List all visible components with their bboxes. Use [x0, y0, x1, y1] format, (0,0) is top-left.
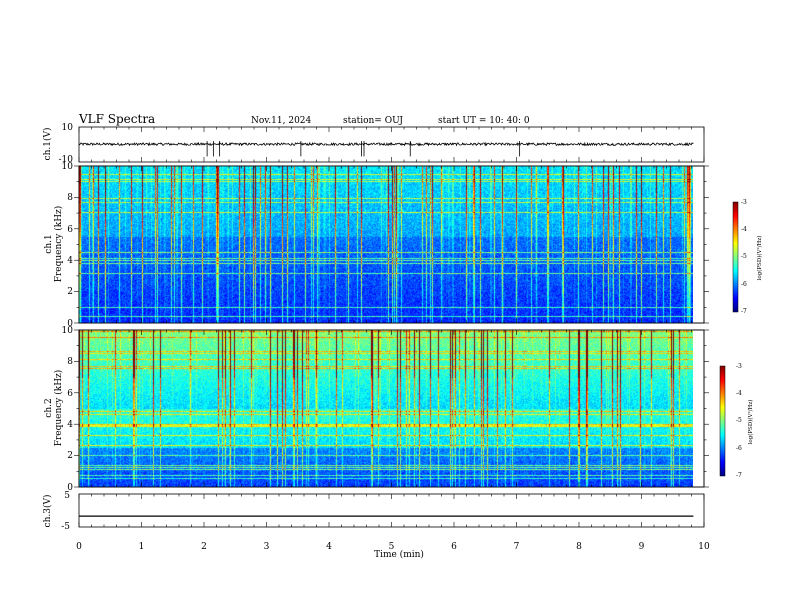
- ch1-waveform-ylabel: ch.1(V): [42, 128, 53, 161]
- ch1-colorbar-tick-m3: -3: [741, 199, 747, 206]
- ch2-colorbar-label: log(PSD)(V²/Hz): [747, 400, 754, 445]
- x-tick-label: 4: [326, 542, 332, 552]
- ch1-waveform-ticks: [78, 127, 705, 162]
- ch1-ytick-bottom: -10: [59, 155, 74, 165]
- ch2-colorbar-tick-m7: -7: [736, 472, 742, 479]
- station-label: station= OUJ: [343, 116, 403, 126]
- ch1-colorbar-tick-m7: -7: [741, 308, 747, 315]
- x-tick-label: 3: [264, 542, 270, 552]
- ch1-ytick-10: 10: [62, 162, 74, 172]
- ch3-waveform-panel: 5 -5 ch.3(V): [42, 491, 705, 532]
- ch1-ytick-6: 6: [67, 225, 73, 235]
- x-tick-label: 6: [451, 542, 457, 552]
- ch1-ytick-2: 2: [67, 287, 73, 297]
- ch2-ytick-2: 2: [67, 451, 73, 461]
- ch1-spectrogram-ytick-labels: 0 2 4 6 8 10: [62, 162, 74, 329]
- channel-label: ch.1: [44, 234, 54, 253]
- figure-title: VLF Spectra: [78, 112, 155, 126]
- ch1-waveform-line: [78, 141, 694, 147]
- ch2-ytick-8: 8: [67, 357, 73, 367]
- x-axis-label: Time (min): [374, 549, 424, 560]
- ch2-colorbar-tick-m6: -6: [736, 445, 742, 452]
- ch2-ytick-4: 4: [67, 420, 73, 430]
- ch1-spectrogram-ylabel: ch.1Frequency (kHz): [44, 206, 64, 283]
- ch1-colorbar-tick-m5: -5: [741, 253, 747, 260]
- ch2-colorbar: [719, 365, 726, 477]
- ch2-spectrogram-panel: 0 2 4 6 8 10 ch.2Frequency (kHz) -3 -4 -…: [44, 326, 754, 493]
- ch2-colorbar-tick-m4: -4: [736, 390, 742, 397]
- x-tick-label: 5: [389, 542, 395, 552]
- date-label: Nov.11, 2024: [251, 116, 312, 126]
- ch1-colorbar: [732, 201, 739, 313]
- ch2-ytick-6: 6: [67, 389, 73, 399]
- ch1-spectrogram-image: [79, 166, 693, 323]
- ch3-waveform-ylabel: ch.3(V): [42, 495, 53, 528]
- x-tick-label: 2: [201, 542, 207, 552]
- ch1-colorbar-label: log(PSD)(V²/Hz): [756, 236, 763, 281]
- channel-label: ch.2: [44, 398, 54, 417]
- start-time-label: start UT = 10: 40: 0: [438, 116, 530, 126]
- ch1-waveform-panel: 10 -10 ch.1(V): [42, 123, 705, 165]
- ch1-colorbar-tick-m4: -4: [741, 226, 747, 233]
- ch1-ytick-top: 10: [62, 123, 74, 133]
- ch3-waveform-ticks: [78, 494, 705, 527]
- ch1-spectrogram-ticks: [74, 165, 709, 324]
- ch1-colorbar-tick-m6: -6: [741, 281, 747, 288]
- ch2-spectrogram-ylabel: ch.2Frequency (kHz): [44, 370, 64, 447]
- x-tick-label: 10: [698, 542, 710, 552]
- ch2-spectrogram-ticks: [74, 329, 709, 488]
- ch3-waveform-frame: [78, 493, 705, 528]
- ch2-ytick-0: 0: [67, 483, 73, 493]
- x-axis-tick-labels: 0 1 2 3 4 5 6 7 8 9 10: [76, 542, 710, 552]
- ch2-spectrogram-image: [79, 330, 693, 487]
- frequency-label: Frequency (kHz): [53, 206, 64, 283]
- ch1-ytick-4: 4: [67, 256, 73, 266]
- ch2-colorbar-tick-m3: -3: [736, 363, 742, 370]
- ch2-colorbar-tick-m5: -5: [736, 417, 742, 424]
- ch1-waveform-spikes: [206, 141, 521, 157]
- x-tick-label: 8: [576, 542, 582, 552]
- ch2-spectrogram-ytick-labels: 0 2 4 6 8 10: [62, 326, 74, 493]
- ch1-ytick-0: 0: [67, 319, 73, 329]
- ch1-spectrogram-panel: 0 2 4 6 8 10 ch.1Frequency (kHz) -3 -4 -…: [44, 162, 763, 329]
- ch3-ytick-bottom: -5: [61, 522, 70, 532]
- x-tick-label: 0: [76, 542, 82, 552]
- ch1-ytick-8: 8: [67, 193, 73, 203]
- x-tick-label: 7: [514, 542, 520, 552]
- x-tick-label: 9: [639, 542, 645, 552]
- ch3-ytick-top: 5: [64, 491, 70, 501]
- ch2-ytick-10: 10: [62, 326, 74, 336]
- frequency-label: Frequency (kHz): [53, 370, 64, 447]
- x-tick-label: 1: [139, 542, 145, 552]
